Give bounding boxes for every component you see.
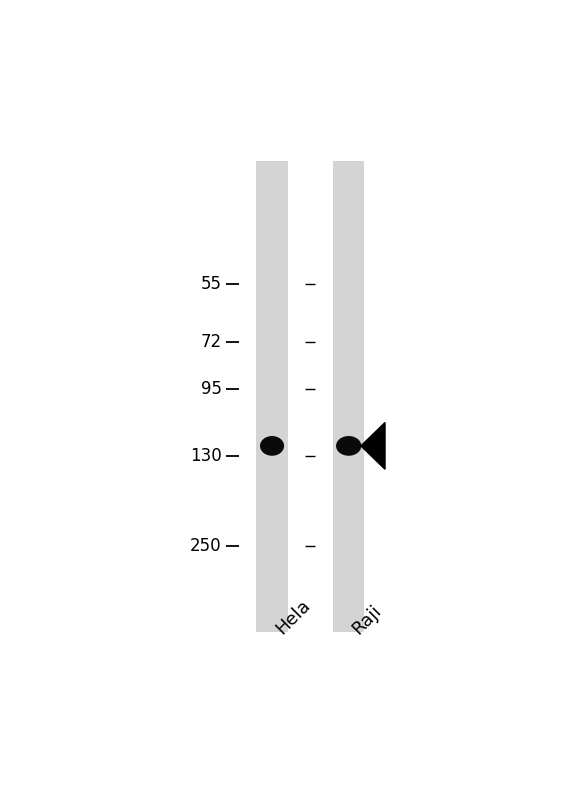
Ellipse shape — [260, 436, 284, 456]
Text: 250: 250 — [190, 537, 221, 554]
Text: Hela: Hela — [272, 597, 314, 638]
Bar — [333, 161, 364, 632]
Polygon shape — [361, 422, 385, 470]
Bar — [257, 161, 288, 632]
Text: Raji: Raji — [349, 602, 385, 638]
Text: 55: 55 — [201, 275, 221, 293]
Text: 130: 130 — [190, 447, 221, 466]
Text: 72: 72 — [201, 334, 221, 351]
Ellipse shape — [336, 436, 362, 456]
Text: 95: 95 — [201, 379, 221, 398]
